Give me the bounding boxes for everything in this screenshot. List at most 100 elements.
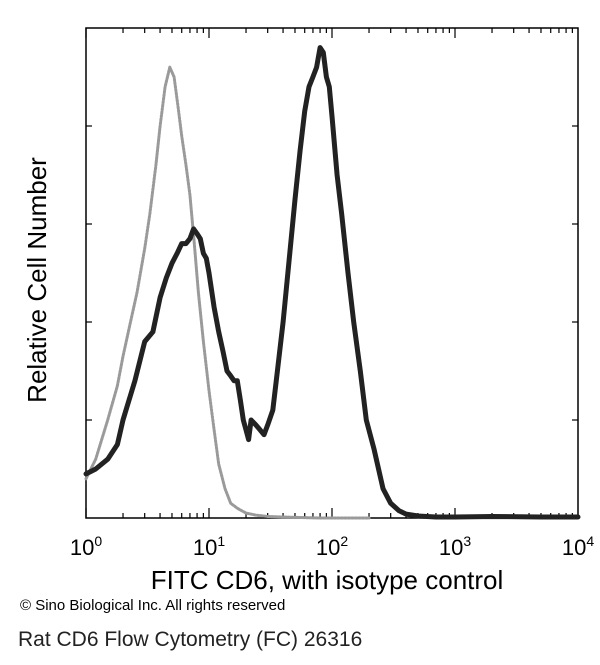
fitc-cd6-point	[262, 433, 266, 437]
fitc-cd6-point	[372, 447, 376, 451]
isotype-point	[129, 320, 132, 324]
fitc-cd6-point	[364, 418, 368, 422]
x-tick-base: 10	[70, 535, 94, 560]
fitc-cd6-point	[381, 487, 385, 491]
fitc-cd6-point	[221, 349, 225, 353]
isotype-point	[168, 66, 171, 69]
fitc-cd6-point	[164, 276, 168, 280]
fitc-cd6-point	[247, 438, 251, 442]
fitc-cd6-point	[335, 173, 339, 177]
fitc-cd6-point	[271, 408, 275, 412]
fitc-cd6-point	[84, 472, 88, 476]
figure-caption: Rat CD6 Flow Cytometry (FC) 26316	[18, 628, 363, 651]
x-tick-exponent: 1	[217, 533, 225, 549]
isotype-point	[266, 515, 269, 518]
x-tick-base: 10	[316, 535, 340, 560]
x-tick-label: 104	[562, 533, 594, 560]
fitc-cd6-point	[324, 75, 328, 79]
fitc-cd6-point	[212, 305, 216, 309]
fitc-cd6-point	[318, 46, 322, 50]
fitc-cd6-point	[539, 515, 543, 519]
isotype-point	[340, 516, 343, 520]
fitc-cd6-point	[133, 379, 137, 383]
isotype-point	[154, 164, 157, 167]
isotype-point	[193, 242, 196, 245]
isotype-point	[282, 515, 285, 519]
fitc-cd6-point	[307, 85, 311, 89]
isotype-point	[207, 389, 211, 392]
isotype-point	[319, 516, 322, 520]
isotype-point	[121, 355, 125, 358]
isotype-point	[84, 477, 88, 480]
x-tick-labels: 100 101 102 103 104	[70, 533, 594, 560]
fitc-cd6-point	[258, 428, 262, 432]
fitc-cd6-point	[453, 515, 457, 519]
fitc-cd6-point	[94, 467, 98, 471]
fitc-cd6-point	[198, 237, 202, 241]
fitc-cd6-point	[352, 320, 356, 324]
isotype-point	[202, 340, 205, 343]
fitc-cd6-point	[151, 330, 155, 334]
fitc-cd6-point	[298, 148, 302, 153]
fitc-cd6-point	[293, 197, 297, 202]
fitc-cd6-point	[330, 114, 334, 118]
fitc-cd6-point	[238, 398, 242, 402]
x-tick-label: 103	[439, 533, 471, 560]
fitc-cd6-point	[434, 515, 438, 519]
isotype-point	[116, 384, 119, 387]
fitc-cd6-point	[346, 271, 350, 275]
x-tick-label: 100	[70, 533, 102, 560]
y-axis-label: Relative Cell Number	[22, 157, 52, 403]
fitc-cd6-point	[106, 457, 110, 461]
isotype-point	[184, 164, 188, 167]
isotype-point	[367, 516, 371, 520]
fitc-cd6-point	[184, 242, 188, 246]
fitc-cd6-point	[275, 369, 279, 373]
fitc-cd6-point	[217, 330, 221, 334]
fitc-cd6-point	[195, 232, 199, 236]
fitc-cd6-point	[287, 256, 291, 260]
fitc-cd6-point	[303, 109, 307, 113]
fitc-cd6-point	[143, 340, 147, 344]
series-layer	[83, 45, 581, 520]
isotype-point	[159, 124, 162, 128]
isotype-point	[217, 463, 220, 466]
fitc-cd6-point	[204, 256, 208, 260]
isotype-point	[94, 458, 97, 461]
fitc-cd6-point	[201, 251, 205, 255]
fitc-cd6-point	[170, 261, 174, 265]
isotype-point	[254, 514, 257, 517]
fitc-cd6-point	[490, 514, 494, 519]
fitc-cd6-point	[340, 212, 344, 216]
fitc-cd6-point	[315, 65, 319, 69]
fitc-cd6-point	[416, 514, 420, 518]
isotype-point	[229, 502, 232, 505]
fitc-cd6-point	[397, 509, 401, 513]
isotype-point	[197, 291, 200, 294]
isotype-point	[236, 507, 239, 510]
x-tick-base: 10	[193, 535, 217, 560]
x-tick-exponent: 0	[94, 533, 102, 549]
fitc-cd6-point	[576, 515, 580, 519]
fitc-cd6-point	[358, 369, 362, 373]
x-tick-label: 101	[193, 533, 225, 560]
isotype-point	[176, 105, 180, 108]
fitc-cd6-point	[244, 428, 248, 432]
isotype-point	[180, 134, 183, 137]
x-axis-label: FITC CD6, with isotype control	[151, 565, 504, 595]
fitc-cd6-point	[266, 423, 270, 427]
fitc-cd6-point	[121, 418, 125, 422]
fitc-cd6-point	[180, 242, 184, 246]
isotype-point	[164, 85, 167, 88]
fitc-cd6-point	[188, 237, 192, 241]
copyright-notice: © Sino Biological Inc. All rights reserv…	[20, 597, 286, 614]
fitc-cd6-point	[327, 85, 331, 89]
fitc-cd6-point	[389, 501, 393, 505]
isotype-point	[143, 247, 146, 250]
x-tick-exponent: 4	[586, 533, 594, 549]
fitc-cd6-point	[311, 75, 315, 79]
isotype-point	[213, 428, 216, 431]
fitc-cd6-point	[232, 379, 236, 383]
isotype-point	[173, 75, 176, 79]
